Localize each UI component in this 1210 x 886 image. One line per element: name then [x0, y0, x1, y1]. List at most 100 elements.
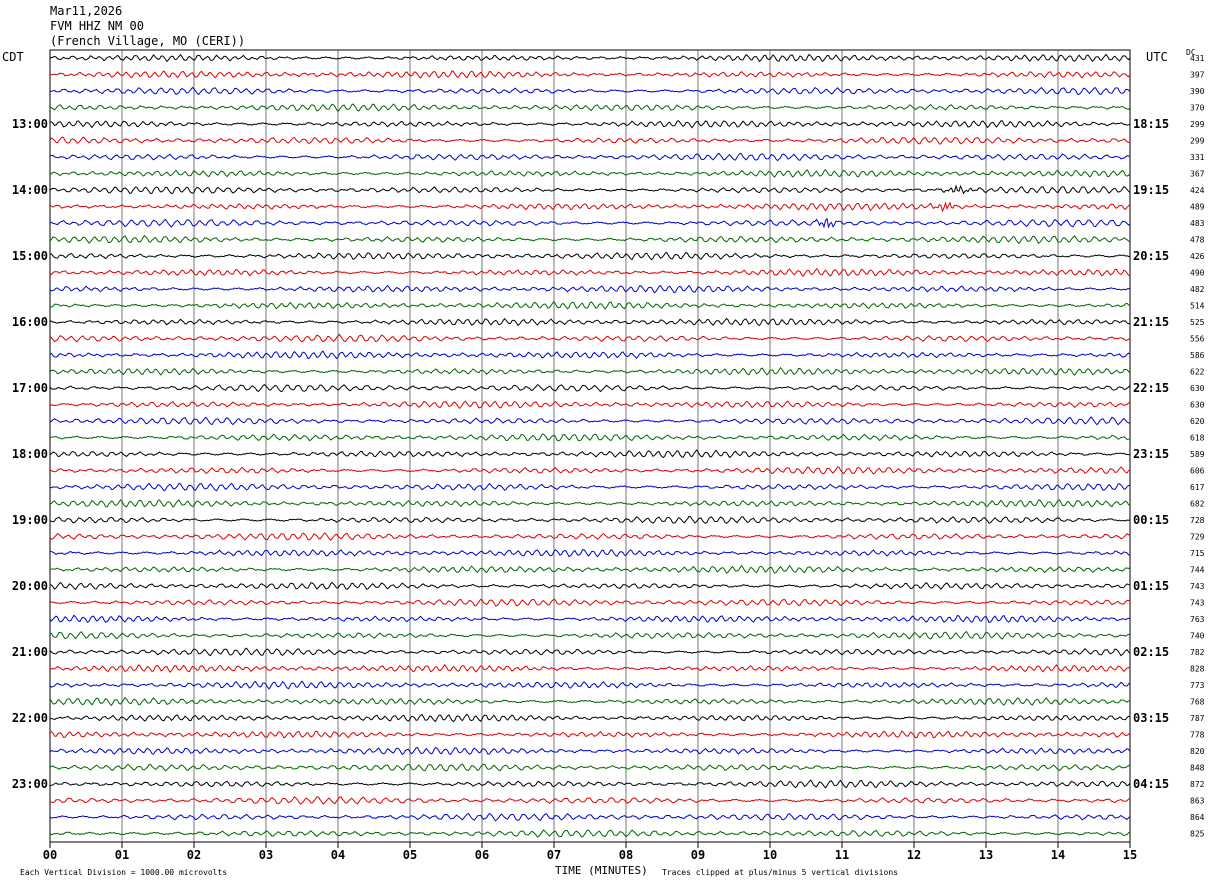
x-tick-label: 13 [979, 848, 993, 862]
left-time-label: 22:00 [12, 711, 48, 725]
x-tick-label: 11 [835, 848, 849, 862]
seismic-trace [49, 317, 1131, 327]
seismic-trace [49, 217, 1131, 229]
seismic-trace [49, 384, 1131, 393]
seismic-trace [49, 300, 1131, 310]
seismic-trace [49, 630, 1131, 640]
dc-offset-label: 514 [1190, 302, 1205, 311]
vertical-division-note: Each Vertical Division = 1000.00 microvo… [20, 868, 228, 877]
right-time-label: 20:15 [1133, 249, 1169, 263]
dc-offset-label: 787 [1190, 714, 1205, 723]
seismic-trace [49, 779, 1131, 789]
dc-offset-label: 744 [1190, 566, 1205, 575]
right-time-label: 00:15 [1133, 513, 1169, 527]
dc-offset-label: 763 [1190, 615, 1205, 624]
seismic-trace [49, 664, 1131, 673]
seismic-trace [49, 70, 1131, 79]
dc-offset-label: 299 [1190, 137, 1205, 146]
left-time-label: 14:00 [12, 183, 48, 197]
dc-offset-label: 617 [1190, 483, 1205, 492]
dc-offset-label: 848 [1190, 764, 1205, 773]
seismic-trace [49, 86, 1131, 96]
x-tick-label: 01 [115, 848, 129, 862]
seismic-trace [49, 564, 1131, 574]
seismic-trace [49, 366, 1131, 377]
right-time-label: 03:15 [1133, 711, 1169, 725]
clip-note: Traces clipped at plus/minus 5 vertical … [662, 868, 899, 877]
seismic-trace [49, 680, 1131, 690]
seismic-trace [49, 103, 1131, 113]
seismic-trace [49, 763, 1131, 772]
dc-offset-label: 630 [1190, 384, 1205, 393]
right-time-label: 04:15 [1133, 777, 1169, 791]
dc-label: DC [1186, 48, 1196, 57]
plot-frame [49, 49, 1131, 843]
left-time-label: 15:00 [12, 249, 48, 263]
x-axis-title: TIME (MINUTES) [555, 864, 648, 877]
x-tick-label: 07 [547, 848, 561, 862]
seismic-trace [49, 466, 1131, 475]
seismic-trace [49, 746, 1131, 756]
seismic-trace [49, 400, 1131, 410]
dc-offset-label: 768 [1190, 698, 1205, 707]
dc-offset-label: 828 [1190, 665, 1205, 674]
seismic-trace [49, 234, 1131, 245]
left-time-label: 16:00 [12, 315, 48, 329]
x-tick-label: 04 [331, 848, 345, 862]
dc-offset-label: 773 [1190, 681, 1205, 690]
dc-offset-label: 489 [1190, 203, 1205, 212]
seismic-trace [49, 829, 1131, 838]
dc-offset-label: 825 [1190, 830, 1205, 839]
seismic-trace [49, 136, 1131, 145]
x-tick-label: 08 [619, 848, 633, 862]
seismic-trace [49, 120, 1131, 129]
seismic-trace [49, 284, 1131, 294]
dc-offset-label: 482 [1190, 285, 1205, 294]
seismic-trace [49, 696, 1131, 707]
dc-offset-label: 299 [1190, 120, 1205, 129]
seismic-trace [49, 201, 1131, 213]
right-time-label: 18:15 [1133, 117, 1169, 131]
x-tick-label: 12 [907, 848, 921, 862]
dc-offset-label: 740 [1190, 632, 1205, 641]
x-tick-label: 00 [43, 848, 57, 862]
x-tick-label: 06 [475, 848, 489, 862]
seismic-trace [49, 449, 1131, 459]
dc-offset-label: 630 [1190, 401, 1205, 410]
dc-offset-label: 618 [1190, 434, 1205, 443]
dc-offset-label: 490 [1190, 269, 1205, 278]
x-tick-label: 14 [1051, 848, 1065, 862]
seismic-trace [49, 796, 1131, 805]
dc-offset-label: 820 [1190, 747, 1205, 756]
left-time-label: 21:00 [12, 645, 48, 659]
seismic-trace [49, 267, 1131, 278]
dc-offset-label: 872 [1190, 780, 1205, 789]
left-time-label: 19:00 [12, 513, 48, 527]
dc-offset-label: 778 [1190, 731, 1205, 740]
dc-offset-label: 743 [1190, 599, 1205, 608]
dc-offset-label: 525 [1190, 318, 1205, 327]
location-label: (French Village, MO (CERI)) [50, 34, 246, 48]
dc-offset-label: 426 [1190, 252, 1205, 261]
dc-offset-label: 431 [1190, 54, 1205, 63]
seismic-trace [49, 713, 1131, 723]
seismic-trace [49, 548, 1131, 558]
left-time-label: 13:00 [12, 117, 48, 131]
dc-offset-label: 682 [1190, 500, 1205, 509]
dc-offset-label: 782 [1190, 648, 1205, 657]
dc-offset-label: 331 [1190, 153, 1205, 162]
date-label: Mar11,2026 [50, 4, 123, 18]
seismic-trace [49, 647, 1131, 657]
dc-offset-label: 863 [1190, 797, 1205, 806]
dc-offset-label: 397 [1190, 71, 1205, 80]
x-tick-label: 03 [259, 848, 273, 862]
left-time-label: 18:00 [12, 447, 48, 461]
left-time-label: 17:00 [12, 381, 48, 395]
dc-offset-label: 715 [1190, 549, 1205, 558]
dc-offset-label: 606 [1190, 467, 1205, 476]
x-tick-label: 15 [1123, 848, 1137, 862]
seismic-trace [49, 350, 1131, 360]
seismic-trace [49, 499, 1131, 508]
dc-offset-label: 743 [1190, 582, 1205, 591]
dc-offset-label: 483 [1190, 219, 1205, 228]
